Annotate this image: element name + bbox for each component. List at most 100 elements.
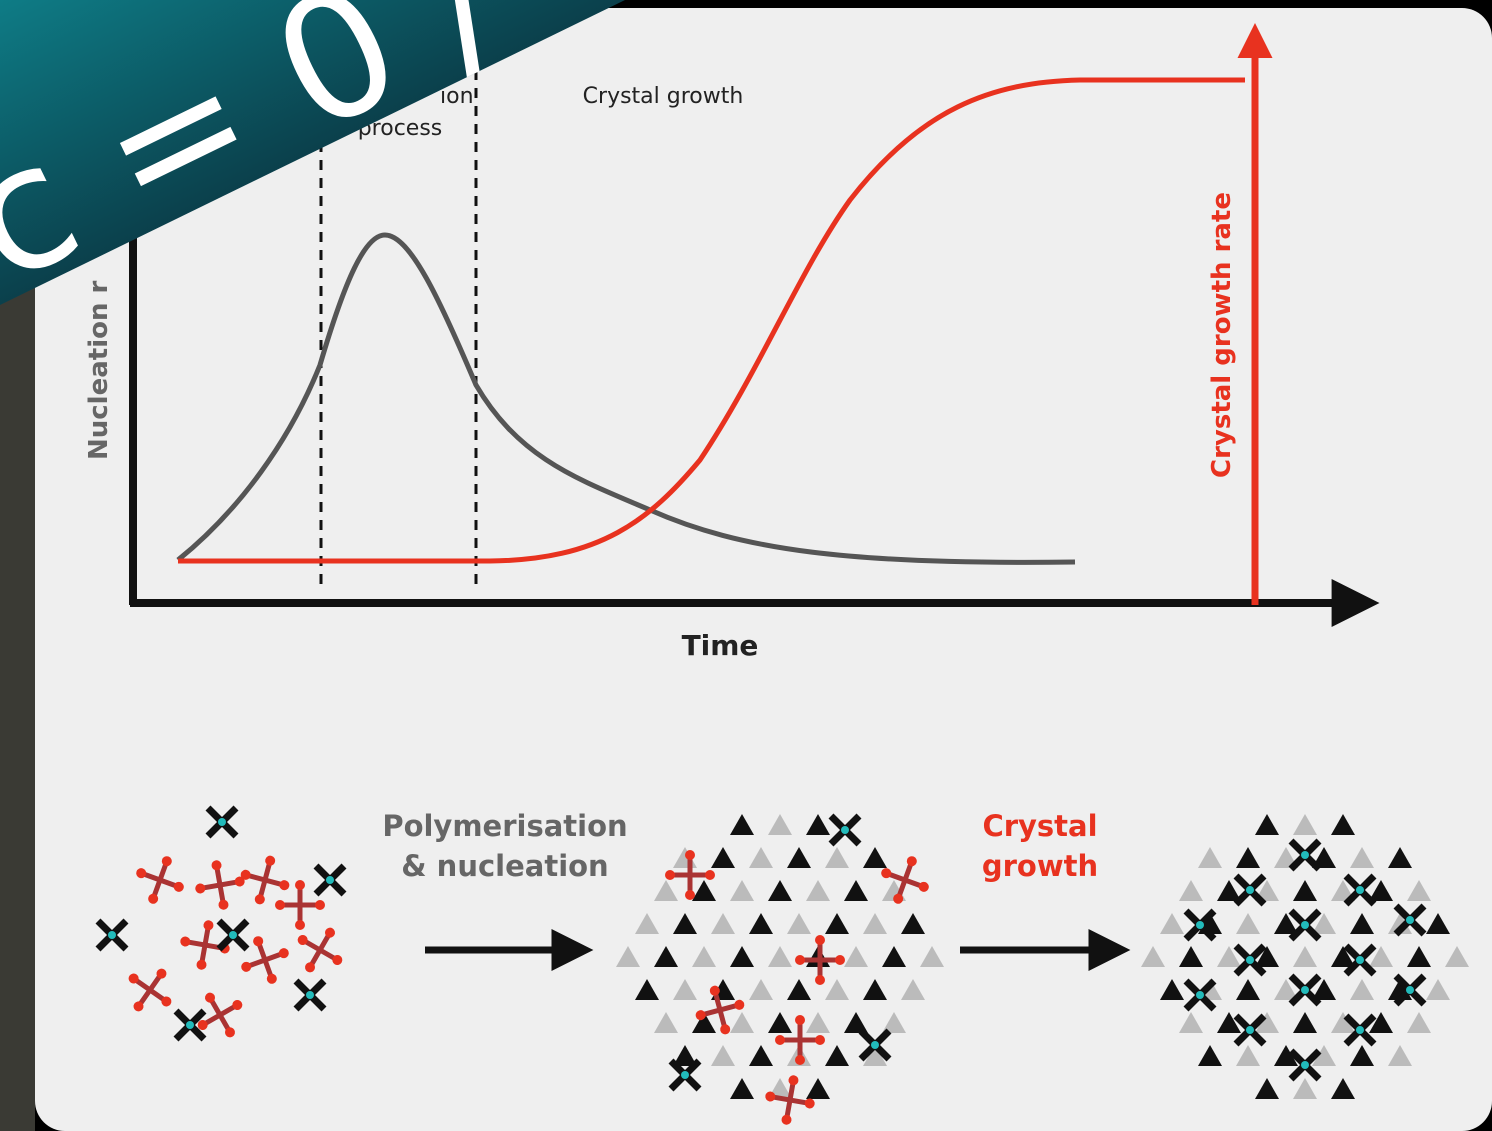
atom <box>173 881 184 892</box>
red-molecule <box>700 990 740 1030</box>
atom <box>1246 956 1254 964</box>
atom <box>1356 956 1364 964</box>
illustration <box>95 805 1469 1125</box>
atom <box>1301 1061 1309 1069</box>
phase-label: Crystal growth <box>583 84 744 109</box>
framework <box>1255 946 1279 967</box>
atom <box>108 931 116 939</box>
atom <box>681 1071 689 1079</box>
framework <box>749 1045 773 1066</box>
atom <box>315 900 325 910</box>
framework <box>825 1045 849 1066</box>
banner <box>0 0 625 305</box>
atom <box>205 992 215 1003</box>
framework <box>882 946 906 967</box>
red-molecule <box>132 972 168 1008</box>
atom <box>148 893 159 904</box>
framework <box>1312 913 1336 934</box>
atom <box>326 876 334 884</box>
red-molecule <box>670 855 710 895</box>
y-axis-label: Nucleation r <box>84 280 114 460</box>
atom <box>1301 986 1309 994</box>
framework <box>863 847 887 868</box>
red-molecule <box>885 860 925 900</box>
atom <box>1356 1026 1364 1034</box>
growth-curve <box>178 77 1245 564</box>
atom <box>133 1001 144 1012</box>
atom <box>278 948 289 959</box>
framework <box>749 847 773 868</box>
framework <box>1274 979 1298 1000</box>
framework <box>1350 847 1374 868</box>
atom <box>781 1114 792 1125</box>
red-molecule <box>201 996 239 1034</box>
atom <box>229 931 237 939</box>
framework <box>1198 847 1222 868</box>
atom <box>232 1000 243 1010</box>
atom <box>841 826 849 834</box>
atom <box>795 1055 805 1065</box>
atom <box>265 855 276 866</box>
framework <box>806 1078 830 1099</box>
atom <box>305 962 315 973</box>
atom <box>804 1098 815 1109</box>
framework <box>692 880 716 901</box>
atom <box>218 899 229 910</box>
framework <box>654 880 678 901</box>
atom <box>665 870 675 880</box>
atom <box>893 893 904 904</box>
framework <box>844 1012 868 1033</box>
atom <box>871 1041 879 1049</box>
x-axis-label: Time <box>682 629 759 662</box>
atom <box>720 1024 731 1035</box>
chart-area: ion process Crystal growth Nucleation r … <box>84 23 1380 662</box>
framework <box>844 946 868 967</box>
atom <box>815 975 825 985</box>
framework <box>1255 880 1279 901</box>
atom <box>1406 916 1414 924</box>
framework <box>1350 913 1374 934</box>
framework <box>844 880 868 901</box>
framework <box>1350 979 1374 1000</box>
atom <box>709 985 720 996</box>
framework <box>1331 1078 1355 1099</box>
y2-axis-label: Crystal growth rate <box>1207 192 1237 478</box>
atom <box>918 881 929 892</box>
atom <box>156 968 167 979</box>
framework <box>730 1012 754 1033</box>
step-label: & nucleation <box>401 849 608 883</box>
framework <box>863 979 887 1000</box>
atom <box>306 991 314 999</box>
atom <box>240 869 251 880</box>
framework <box>1198 1045 1222 1066</box>
atom <box>234 876 245 887</box>
framework <box>1274 1045 1298 1066</box>
framework <box>1350 1045 1374 1066</box>
atom <box>211 860 222 871</box>
framework <box>1369 880 1393 901</box>
atom <box>705 870 715 880</box>
framework <box>1274 913 1298 934</box>
atom <box>295 880 305 890</box>
atom <box>218 818 226 826</box>
framework <box>730 814 754 835</box>
atom <box>186 1021 194 1029</box>
framework <box>711 1045 735 1066</box>
atom <box>795 955 805 965</box>
framework <box>1217 880 1241 901</box>
framework <box>901 979 925 1000</box>
atom <box>161 856 172 867</box>
framework <box>1312 979 1336 1000</box>
framework <box>1255 1012 1279 1033</box>
framework <box>1141 946 1165 967</box>
framework <box>1255 814 1279 835</box>
framework <box>1331 946 1355 967</box>
step-label: Polymerisation <box>382 809 627 843</box>
framework <box>1179 880 1203 901</box>
framework <box>635 979 659 1000</box>
framework <box>768 1012 792 1033</box>
red-molecule <box>780 1020 820 1060</box>
atom <box>835 955 845 965</box>
atom <box>906 856 917 867</box>
